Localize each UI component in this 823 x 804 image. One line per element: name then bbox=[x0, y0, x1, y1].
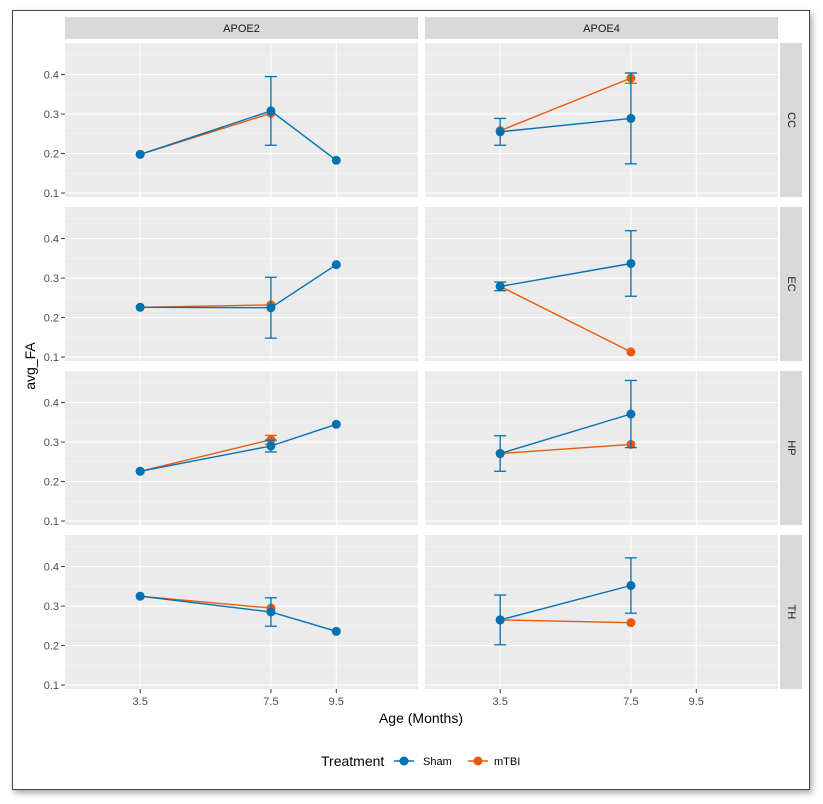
panel-apoe2-cc-sham-point bbox=[331, 155, 341, 165]
row-strip-ec: EC bbox=[780, 207, 802, 361]
panel-apoe2-ec-sham-point bbox=[135, 302, 145, 312]
y-tick-label-ec: 0.4 bbox=[44, 234, 59, 246]
y-tick-label-cc: 0.2 bbox=[44, 149, 59, 161]
panel-apoe4-hp-sham-line bbox=[499, 413, 632, 455]
facet-strip-label-apoe2: APOE2 bbox=[223, 23, 260, 35]
legend-key-point-mtbi bbox=[473, 756, 483, 766]
legend-entry-mtbi: mTBI bbox=[468, 756, 520, 768]
panel-apoe2-hp-mtbi-line bbox=[140, 439, 272, 472]
y-tick-label-ec: 0.1 bbox=[44, 352, 59, 364]
panel-apoe4-ec bbox=[425, 207, 778, 361]
row-strip-cc: CC bbox=[780, 43, 802, 197]
x-axis-title: Age (Months) bbox=[379, 710, 463, 726]
legend-key-point-sham bbox=[399, 756, 409, 766]
row-strip-bg-ec bbox=[780, 207, 802, 361]
panel-apoe4-cc-mtbi-line bbox=[499, 77, 632, 132]
panel-apoe2-ec-sham-point bbox=[331, 260, 341, 270]
y-tick-label-ec: 0.3 bbox=[44, 273, 59, 285]
row-strip-label-hp: HP bbox=[785, 440, 797, 455]
panel-apoe4-cc bbox=[425, 43, 778, 197]
y-tick-label-th: 0.4 bbox=[44, 562, 59, 574]
x-tick-label-apoe2: 7.5 bbox=[263, 696, 278, 708]
panel-apoe4-ec-sham-point bbox=[626, 258, 636, 268]
panel-apoe4-ec-sham-line bbox=[500, 262, 632, 288]
row-strip-bg-cc bbox=[780, 43, 802, 197]
legend-label-sham: Sham bbox=[423, 756, 452, 768]
panel-apoe4-hp-sham-point bbox=[495, 449, 505, 459]
panel-apoe2-cc bbox=[65, 43, 418, 197]
row-strip-label-cc: CC bbox=[785, 112, 797, 128]
figure-frame: APOE2 APOE4 CC EC HP TH 0.1 0.2 0.3 0.4 0.1 0.2 0.3 0… bbox=[12, 10, 810, 790]
panel-apoe2-ec-bg bbox=[65, 207, 418, 361]
panel-apoe4-th-sham-point bbox=[495, 615, 505, 625]
x-tick-label-apoe4: 3.5 bbox=[493, 696, 508, 708]
facet-strip-bg-apoe4 bbox=[425, 17, 778, 39]
panel-apoe2-th-sham-point bbox=[266, 607, 276, 617]
legend-label-mtbi: mTBI bbox=[494, 756, 520, 768]
panel-apoe4-th bbox=[425, 535, 778, 689]
panel-apoe4-cc-bg bbox=[425, 43, 778, 197]
y-tick-label-hp: 0.2 bbox=[44, 477, 59, 489]
x-tick-label-apoe4: 9.5 bbox=[689, 696, 704, 708]
faceted-line-chart: APOE2 APOE4 CC EC HP TH 0.1 0.2 0.3 0.4 0.1 0.2 0.3 0… bbox=[22, 17, 802, 769]
y-tick-label-hp: 0.3 bbox=[44, 437, 59, 449]
panels-layer: APOE2 APOE4 CC EC HP TH 0.1 0.2 0.3 0.4 0.1 0.2 0.3 0… bbox=[44, 17, 802, 708]
y-tick-label-th: 0.2 bbox=[44, 641, 59, 653]
y-tick-label-th: 0.3 bbox=[44, 601, 59, 613]
y-tick-label-th: 0.1 bbox=[44, 680, 59, 692]
x-tick-label-apoe2: 9.5 bbox=[329, 696, 344, 708]
row-strip-th: TH bbox=[780, 535, 802, 689]
facet-strip-apoe2: APOE2 bbox=[65, 17, 418, 39]
panel-apoe2-hp-sham-point bbox=[266, 441, 276, 451]
facet-strip-apoe4: APOE4 bbox=[425, 17, 778, 39]
facet-strip-bg-apoe2 bbox=[65, 17, 418, 39]
row-strip-hp: HP bbox=[780, 371, 802, 525]
panel-apoe2-cc-sham-point bbox=[135, 149, 145, 159]
panel-apoe4-cc-sham-point bbox=[626, 113, 636, 123]
row-strip-bg-th bbox=[780, 535, 802, 689]
y-tick-label-hp: 0.4 bbox=[44, 398, 59, 410]
panel-apoe2-hp-sham-point bbox=[135, 466, 145, 476]
panel-apoe4-ec-sham-point bbox=[495, 281, 505, 291]
panel-apoe2-hp bbox=[65, 371, 418, 525]
y-tick-label-cc: 0.1 bbox=[44, 188, 59, 200]
panel-apoe2-th-sham-point bbox=[331, 626, 341, 636]
panel-apoe2-ec bbox=[65, 207, 418, 361]
panel-apoe4-cc-sham-point bbox=[495, 127, 505, 137]
legend-entry-sham: Sham bbox=[394, 756, 452, 768]
panel-apoe4-th-sham-point bbox=[626, 581, 636, 591]
x-tick-label-apoe4: 7.5 bbox=[623, 696, 638, 708]
y-tick-label-cc: 0.3 bbox=[44, 109, 59, 121]
y-tick-label-hp: 0.1 bbox=[44, 516, 59, 528]
panel-apoe4-hp-mtbi-line bbox=[500, 443, 631, 455]
panel-apoe4-ec-bg bbox=[425, 207, 778, 361]
x-tick-label-apoe2: 3.5 bbox=[133, 696, 148, 708]
panel-apoe4-cc-sham-line bbox=[500, 117, 631, 133]
facet-strip-label-apoe4: APOE4 bbox=[583, 23, 620, 35]
panel-apoe2-th-sham-point bbox=[135, 591, 145, 601]
panel-apoe2-th-bg bbox=[65, 535, 418, 689]
y-tick-label-ec: 0.2 bbox=[44, 313, 59, 325]
legend-title: Treatment bbox=[321, 753, 384, 769]
panel-apoe4-th-sham-line bbox=[500, 584, 632, 621]
row-strip-label-th: TH bbox=[785, 605, 797, 620]
y-tick-label-cc: 0.4 bbox=[44, 70, 59, 82]
panel-apoe2-cc-sham-point bbox=[266, 106, 276, 116]
panel-apoe2-hp-sham-point bbox=[331, 419, 341, 429]
panel-apoe4-th-mtbi-point bbox=[626, 618, 636, 628]
row-strip-bg-hp bbox=[780, 371, 802, 525]
panel-apoe4-th-mtbi-line bbox=[500, 619, 631, 624]
panel-apoe2-th bbox=[65, 535, 418, 689]
panel-apoe4-ec-mtbi-line bbox=[499, 285, 632, 353]
panel-apoe2-hp-bg bbox=[65, 371, 418, 525]
panel-apoe4-th-bg bbox=[425, 535, 778, 689]
panel-apoe2-ec-sham-point bbox=[266, 303, 276, 313]
y-axis-title: avg_FA bbox=[22, 342, 38, 390]
panel-apoe4-hp-sham-point bbox=[626, 409, 636, 419]
panel-apoe4-ec-mtbi-point bbox=[626, 347, 636, 357]
legend: Treatment Sham mTBI bbox=[321, 753, 520, 769]
row-strip-label-ec: EC bbox=[785, 276, 797, 291]
panel-apoe4-hp-bg bbox=[425, 371, 778, 525]
panel-apoe4-hp bbox=[425, 371, 778, 525]
